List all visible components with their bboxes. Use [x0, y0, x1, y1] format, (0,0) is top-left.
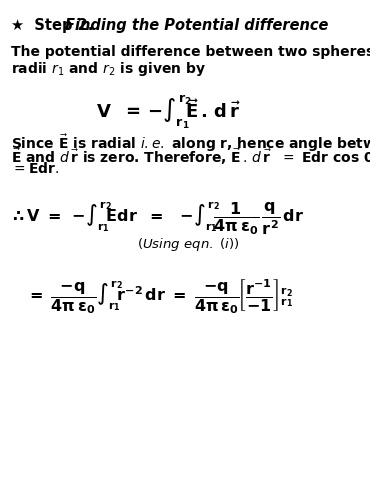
Text: $= \mathbf{Edr}.$: $= \mathbf{Edr}.$ [11, 161, 60, 176]
Text: $\mathbf{V \ \ = - \!\int_{r_1}^{r_2}\!\!\vec{E}\,.\,d\,\vec{r}}$: $\mathbf{V \ \ = - \!\int_{r_1}^{r_2}\!\… [96, 94, 241, 131]
Text: radii $r_1$ and $r_2$ is given by: radii $r_1$ and $r_2$ is given by [11, 60, 206, 78]
Text: Since $\vec{\mathbf{E}}$ is radial $\mathit{i.e.}$ along $\mathbf{r}$, hence ang: Since $\vec{\mathbf{E}}$ is radial $\mat… [11, 132, 370, 154]
Text: $\vec{\mathbf{E}}$ and $d\,\vec{\mathbf{r}}$ is zero. Therefore, $\vec{\mathbf{E: $\vec{\mathbf{E}}$ and $d\,\vec{\mathbf{… [11, 147, 370, 167]
Text: Finding the Potential difference: Finding the Potential difference [65, 18, 328, 33]
Text: $\mathbf{\therefore V \ = \ -\!\int_{r_1}^{r_2}\!\!Edr \ \ = \ \ -\!\int_{r_1}^{: $\mathbf{\therefore V \ = \ -\!\int_{r_1… [9, 200, 304, 237]
Text: $\mathit{(Using\ eqn.\ (i))}$: $\mathit{(Using\ eqn.\ (i))}$ [137, 236, 240, 253]
Text: The potential difference between two spheres of: The potential difference between two sph… [11, 44, 370, 58]
Text: $\mathbf{= \ \dfrac{-q}{4\pi\,\epsilon_0}\int_{r_1}^{r_2}\!\!r^{-2}\,dr \ = \ \d: $\mathbf{= \ \dfrac{-q}{4\pi\,\epsilon_0… [26, 277, 293, 316]
Text: ★  Step 2.: ★ Step 2. [11, 18, 104, 33]
